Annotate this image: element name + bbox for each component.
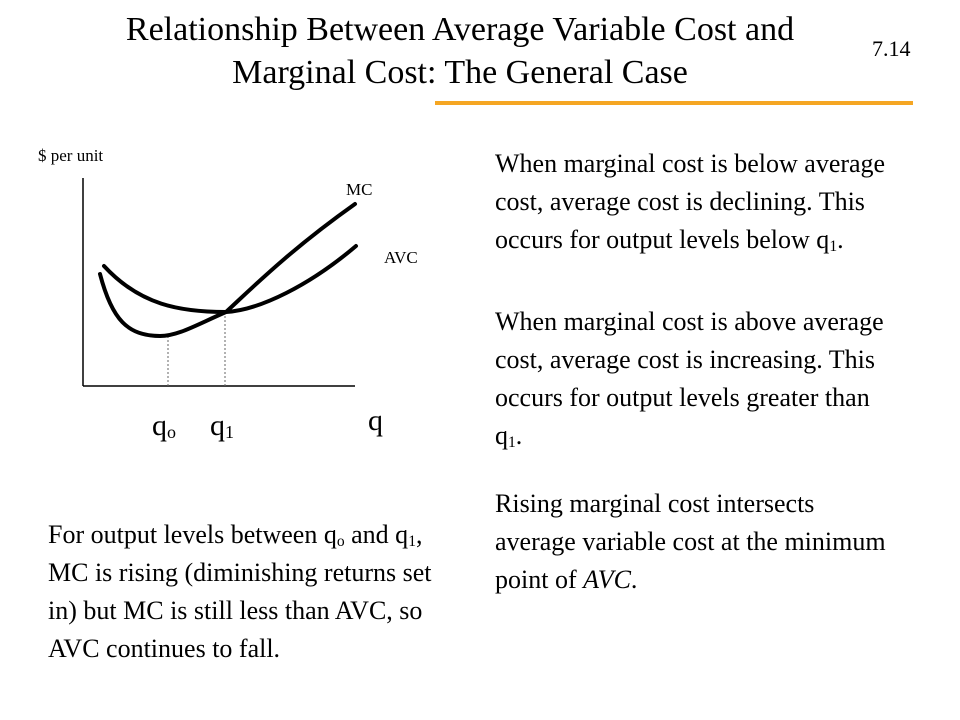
p4-text-b: and q [344,520,409,549]
p3-avc-emphasis: AVC [583,565,631,594]
p3-end: . [630,565,638,594]
q1-label: q1 [210,409,234,443]
p4-sub-a: o [336,533,345,550]
p4-text-a: For output levels between q [48,520,337,549]
x-axis-label: q [368,404,383,437]
paragraph-mc-below-ac: When marginal cost is below average cost… [495,145,895,259]
mc-curve [98,202,357,339]
title-line-2: Marginal Cost: The General Case [232,54,688,91]
q0-label-base: q [152,409,167,442]
p4-sub-b: 1 [408,533,416,550]
paragraph-mc-intersects-avc: Rising marginal cost intersects average … [495,485,895,599]
avc-curve-label: AVC [384,248,418,267]
paragraph-mc-above-ac: When marginal cost is above average cost… [495,303,895,455]
p4-text-c: , MC is rising (diminishing returns set … [48,520,432,663]
q0-label-sub: o [167,422,176,442]
p2-sub: 1 [508,434,516,451]
q0-label: qo [152,409,176,443]
q1-label-sub: 1 [225,422,234,442]
p1-sub: 1 [829,238,838,255]
p1-text: When marginal cost is below average cost… [495,149,886,254]
slide-title: Relationship Between Average Variable Co… [40,8,880,94]
q1-label-base: q [210,409,225,442]
p3-text: Rising marginal cost intersects average … [495,489,886,594]
title-underline [435,101,913,105]
p2-text: When marginal cost is above average cost… [495,307,884,450]
title-line-1: Relationship Between Average Variable Co… [125,11,795,48]
mc-curve-label: MC [346,180,373,199]
y-axis-label: $ per unit [38,146,104,165]
p2-end: . [515,421,523,450]
p1-end: . [837,225,844,254]
slide-number: 7.14 [872,36,911,61]
paragraph-between-q0-q1: For output levels between qo and q1, MC … [48,516,448,668]
avc-curve [102,244,358,315]
